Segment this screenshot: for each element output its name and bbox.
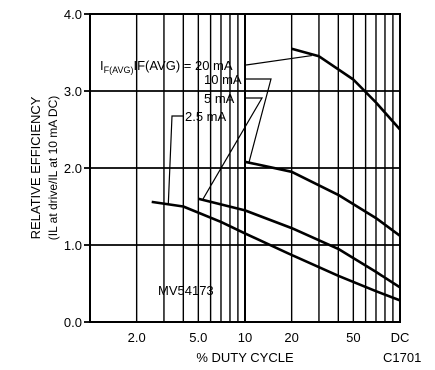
leader-5ma <box>201 97 264 201</box>
x-tick-label: 5.0 <box>189 330 207 345</box>
y-axis-label: RELATIVE EFFICIENCY (IL at drive/IL at 1… <box>28 96 60 241</box>
y-tick-label: 2.0 <box>64 161 82 176</box>
legend-10ma: 10 mA <box>204 72 242 87</box>
legend-2-5ma: 2.5 mA <box>185 109 227 124</box>
legend-5ma: 5 mA <box>204 91 235 106</box>
figure-id: C1701 <box>383 350 421 365</box>
y-tick-label: 0.0 <box>64 315 82 330</box>
leader-2-5ma <box>167 115 183 205</box>
x-tick-label: 50 <box>346 330 360 345</box>
y-tick-label: 1.0 <box>64 238 82 253</box>
x-tick-label: 2.0 <box>128 330 146 345</box>
series-line-1 <box>244 160 401 237</box>
x-axis-label: % DUTY CYCLE <box>196 350 294 365</box>
legend-leaders <box>167 54 312 205</box>
leader-20ma <box>245 54 312 66</box>
series-line-2 <box>197 197 401 289</box>
series-line-3 <box>151 200 401 302</box>
grid <box>90 14 400 322</box>
leader-10ma <box>246 78 272 163</box>
legend-20ma: IF(AVG)IF(AVG) = 20 mA <box>100 58 233 75</box>
y-axis-label-sub: (IL at drive/IL at 10 mA DC) <box>46 96 60 241</box>
y-tick-label: 4.0 <box>64 7 82 22</box>
x-tick-label: 10 <box>238 330 252 345</box>
x-tick-label: DC <box>391 330 410 345</box>
y-axis-label-main: RELATIVE EFFICIENCY <box>28 96 43 239</box>
y-tick-label: 3.0 <box>64 84 82 99</box>
series-line-0 <box>291 47 401 131</box>
part-number: MV54173 <box>158 283 214 298</box>
x-tick-label: 20 <box>284 330 298 345</box>
series-group <box>151 47 401 302</box>
axis-ticks: 0.0 1.0 2.0 3.0 4.0 2.0 5.0 10 20 50 DC <box>64 7 409 345</box>
